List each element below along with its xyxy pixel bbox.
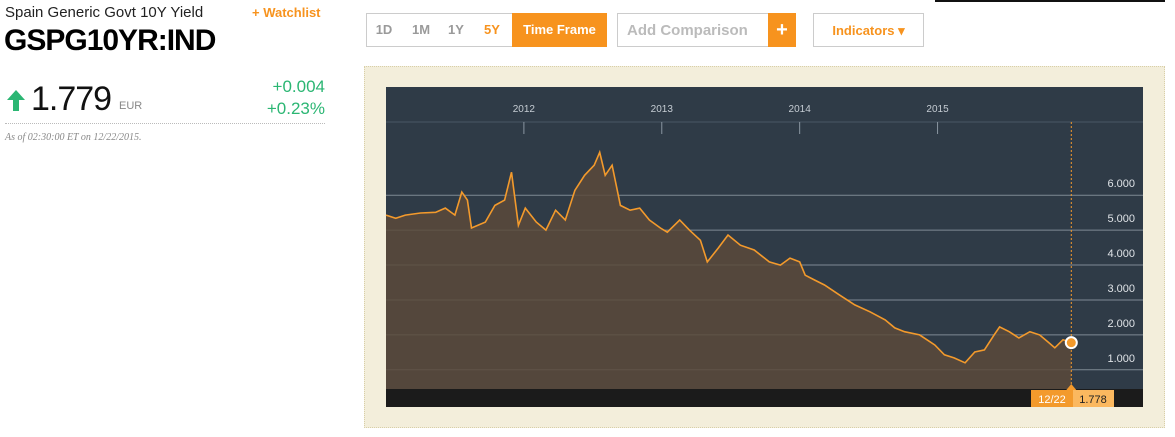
- last-point: [1064, 336, 1078, 350]
- y-tick-label: 4.000: [1107, 248, 1135, 260]
- y-tick-label: 3.000: [1107, 283, 1135, 295]
- value-label-box: [1073, 390, 1114, 407]
- top-rule: [935, 0, 1165, 2]
- change: +0.004: [272, 77, 325, 96]
- up-arrow: [7, 90, 25, 111]
- y-tick-label: 2.000: [1107, 318, 1135, 330]
- y-tick-label: 5.000: [1107, 213, 1135, 225]
- add-comparison-button[interactable]: +: [768, 13, 796, 47]
- date-label: 12/22: [1038, 394, 1066, 406]
- range-button[interactable]: 5Y: [484, 22, 500, 37]
- x-tick-label: 2013: [651, 104, 674, 115]
- time-frame-button[interactable]: Time Frame: [512, 13, 607, 47]
- range-button[interactable]: 1M: [411, 22, 431, 37]
- label-pointer: [1066, 384, 1077, 390]
- change-pct: +0.23%: [266, 99, 325, 118]
- value-label: 1.778: [1079, 394, 1107, 406]
- date-label-box: [1031, 390, 1073, 407]
- timestamp: As of 02:30:00 ET on 12/22/2015.: [5, 132, 142, 143]
- currency: EUR: [119, 100, 143, 112]
- x-tick-label: 2012: [513, 104, 536, 115]
- divider: [5, 123, 325, 124]
- x-tick-label: 2015: [926, 104, 949, 115]
- area: [386, 152, 1072, 389]
- x-tick-label: 2014: [789, 104, 812, 115]
- line: [385, 149, 1072, 364]
- watchlist-link[interactable]: + Watchlist: [252, 5, 321, 20]
- price: 1.779: [31, 80, 112, 118]
- y-tick-label: 1.000: [1107, 353, 1135, 365]
- bottom-bar: [386, 389, 1143, 407]
- security-name: Spain Generic Govt 10Y Yield: [5, 4, 204, 21]
- range-button[interactable]: 1D: [375, 22, 393, 37]
- indicators-button[interactable]: Indicators ▾: [813, 13, 924, 47]
- y-tick-label: 6.000: [1107, 178, 1135, 190]
- range-button[interactable]: 1Y: [448, 22, 464, 37]
- ticker: GSPG10YR:IND: [4, 24, 216, 57]
